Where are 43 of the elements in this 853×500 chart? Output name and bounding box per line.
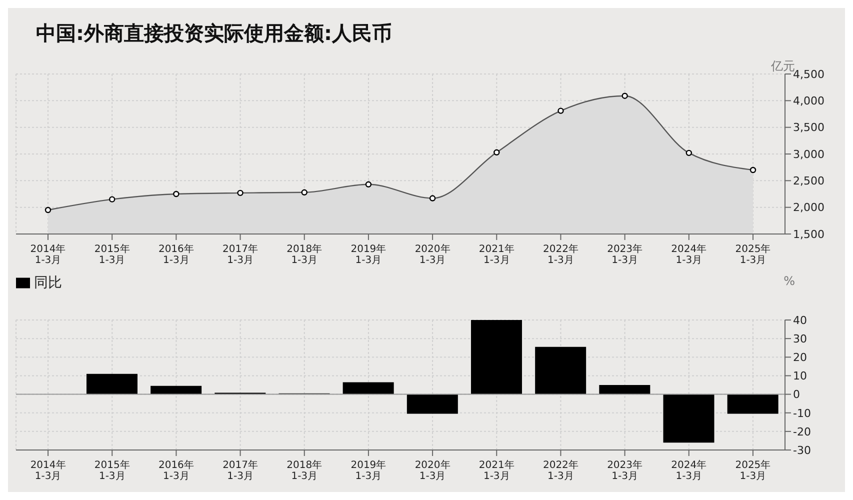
x-tick-label: 2015年 1-3月 — [94, 243, 130, 266]
y-tick-label: 30 — [793, 332, 807, 346]
x-tick-label: 2014年 1-3月 — [30, 243, 66, 266]
x-tick-label: 2021年 1-3月 — [478, 459, 514, 482]
y-tick-label: 4,000 — [793, 94, 824, 108]
y-tick-label: 3,000 — [793, 148, 824, 161]
y-tick-label: -10 — [793, 406, 811, 420]
y-tick-label: 10 — [793, 370, 807, 383]
y-tick-label: 1,500 — [793, 228, 824, 241]
x-tick-label: 2024年 1-3月 — [671, 243, 707, 266]
x-tick-label: 2022年 1-3月 — [542, 459, 578, 482]
x-tick-label: 2014年 1-3月 — [30, 459, 66, 482]
x-tick-label: 2016年 1-3月 — [158, 459, 194, 482]
chart-title: 中国:外商直接投资实际使用金额:人民币 — [35, 20, 393, 47]
y-tick-label: 0 — [793, 388, 800, 402]
y-tick-label: -20 — [793, 425, 811, 438]
x-tick-label: 2022年 1-3月 — [543, 243, 578, 266]
x-tick-label: 2021年 1-3月 — [478, 243, 514, 266]
y-axis-title: 亿元 — [771, 58, 795, 73]
x-tick-label: 2020年 1-3月 — [414, 243, 450, 266]
x-tick-label: 2019年 1-3月 — [350, 243, 386, 266]
x-tick-label: 2020年 1-3月 — [414, 459, 450, 482]
y-tick-label: 4,500 — [793, 68, 824, 81]
x-tick-label: 2025年 1-3月 — [735, 459, 771, 482]
x-tick-label: 2017年 1-3月 — [222, 459, 258, 482]
x-tick-label: 2016年 1-3月 — [158, 243, 194, 266]
x-tick-label: 2019年 1-3月 — [350, 459, 386, 482]
x-tick-label: 2015年 1-3月 — [94, 459, 130, 482]
y-tick-label: 20 — [793, 351, 807, 364]
legend-label: 同比 — [34, 275, 62, 291]
y-tick-label: -30 — [793, 444, 811, 457]
y-tick-label: 40 — [793, 314, 807, 327]
y-tick-label: 3,500 — [793, 121, 824, 134]
x-tick-label: 2024年 1-3月 — [671, 459, 707, 482]
x-tick-label: 2017年 1-3月 — [222, 243, 258, 266]
x-tick-label: 2025年 1-3月 — [735, 243, 771, 266]
y-axis-title: % — [784, 274, 795, 288]
y-tick-label: 2,500 — [793, 174, 824, 188]
x-tick-label: 2018年 1-3月 — [286, 459, 322, 482]
x-tick-label: 2023年 1-3月 — [607, 459, 643, 482]
x-tick-label: 2023年 1-3月 — [607, 243, 643, 266]
y-tick-label: 2,000 — [793, 201, 824, 214]
x-tick-label: 2018年 1-3月 — [286, 243, 322, 266]
